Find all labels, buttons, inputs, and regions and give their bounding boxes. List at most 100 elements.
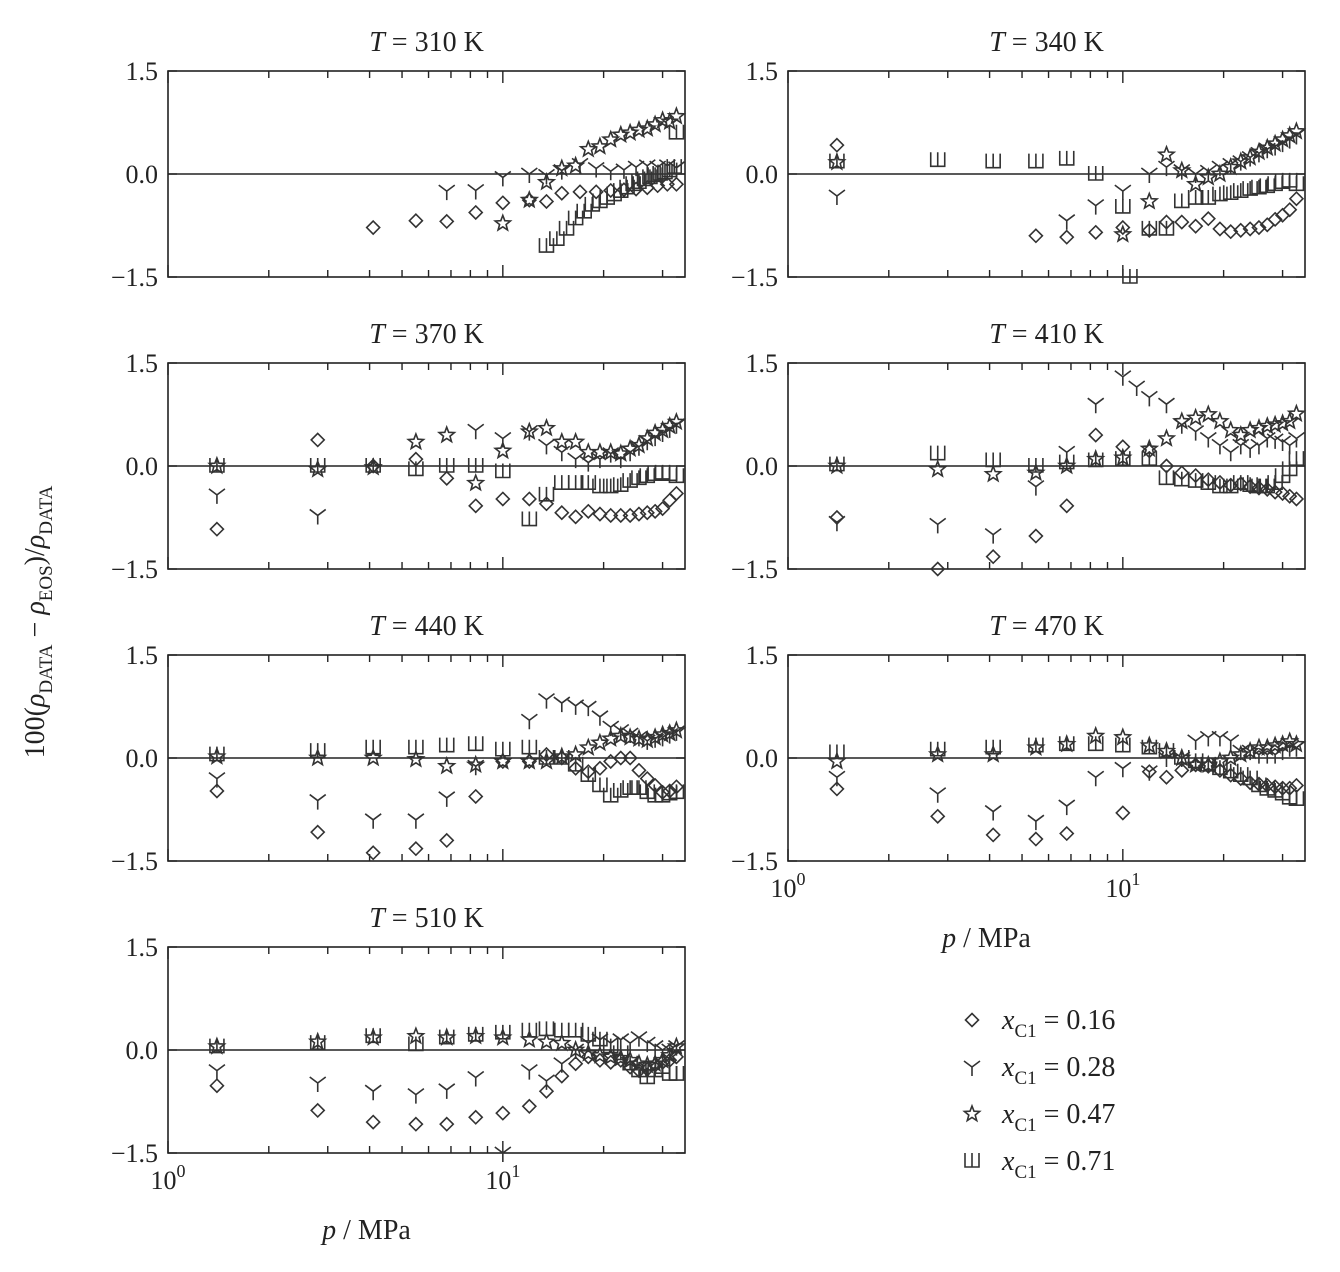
data-point-star xyxy=(552,158,572,177)
data-point-ubox xyxy=(829,456,845,472)
data-point-diamond xyxy=(568,760,584,776)
data-point-star xyxy=(590,732,610,752)
data-point-tri xyxy=(537,438,555,455)
data-point-star xyxy=(1265,133,1285,153)
data-point-star xyxy=(1272,129,1293,148)
data-point-ubox xyxy=(829,153,845,169)
data-point-ubox xyxy=(538,1021,555,1037)
data-point-ubox xyxy=(1212,478,1228,494)
data-point-star xyxy=(659,723,680,742)
data-point-ubox xyxy=(365,458,381,473)
data-point-diamond xyxy=(521,491,537,507)
data-point-diamond xyxy=(1282,202,1298,218)
data-point-ubox xyxy=(829,744,845,760)
data-point-star xyxy=(1056,455,1077,475)
data-point-tri xyxy=(537,692,555,709)
data-point-ubox xyxy=(631,780,647,796)
data-point-tri xyxy=(1114,184,1132,201)
data-point-diamond xyxy=(495,1105,511,1121)
data-point-star xyxy=(1185,174,1206,193)
data-point-diamond xyxy=(468,204,484,221)
data-point-diamond xyxy=(1088,427,1104,443)
legend-item-diamond: xC1 = 0.16 xyxy=(964,1005,1115,1042)
data-point-ubox xyxy=(1187,190,1204,205)
data-point-ubox xyxy=(1251,179,1267,195)
data-point-tri xyxy=(1266,747,1284,764)
data-point-ubox xyxy=(1158,220,1175,236)
data-point-diamond xyxy=(592,760,608,776)
data-point-ubox xyxy=(521,511,538,527)
data-point-ubox xyxy=(668,468,685,484)
data-point-diamond xyxy=(1242,478,1258,495)
data-point-diamond xyxy=(1282,488,1298,504)
data-point-star xyxy=(465,754,486,774)
data-point-star xyxy=(1257,415,1278,435)
data-point-ubox xyxy=(558,220,575,236)
data-point-star xyxy=(652,724,673,743)
data-point-tri xyxy=(1187,425,1205,441)
y-tick-label: −1.5 xyxy=(111,1139,158,1168)
data-point-diamond xyxy=(554,505,570,521)
data-point-ubox xyxy=(553,1022,570,1038)
data-point-ubox xyxy=(631,1062,647,1078)
data-point-ubox xyxy=(619,179,635,195)
data-point-star xyxy=(620,727,640,746)
data-point-tri xyxy=(208,771,226,788)
data-point-ubox xyxy=(1115,451,1131,466)
data-point-tri xyxy=(984,804,1002,821)
data-point-star xyxy=(565,431,586,451)
data-point-tri xyxy=(1222,445,1240,462)
data-point-star xyxy=(610,124,631,144)
data-point-ubox xyxy=(209,458,225,473)
data-point-ubox xyxy=(1222,478,1239,494)
data-point-star xyxy=(1198,404,1219,423)
data-point-diamond xyxy=(603,507,619,524)
data-point-ubox xyxy=(1288,176,1305,192)
data-point-ubox xyxy=(612,1045,629,1061)
data-point-star xyxy=(1113,224,1133,243)
data-point-star xyxy=(363,747,383,767)
series-star xyxy=(827,121,1307,243)
data-point-ubox xyxy=(1259,780,1276,796)
data-point-ubox xyxy=(1028,458,1044,473)
data-point-ubox xyxy=(365,1028,381,1044)
data-point-ubox xyxy=(1232,475,1249,490)
data-point-star xyxy=(652,420,673,439)
data-point-diamond xyxy=(439,1116,455,1132)
data-point-diamond xyxy=(1059,825,1075,842)
data-point-star xyxy=(600,442,621,461)
data-point-ubox xyxy=(1122,269,1138,284)
data-point-tri xyxy=(537,1074,555,1090)
y-tick-label: 1.5 xyxy=(126,933,159,962)
data-point-ubox xyxy=(438,1029,455,1045)
panel-T340: T = 340 K 1.5 0.0 −1.5 xyxy=(731,27,1307,292)
data-point-tri xyxy=(929,787,947,803)
legend-label: xC1 = 0.16 xyxy=(1001,1005,1115,1042)
data-point-diamond xyxy=(1141,222,1157,238)
data-point-diamond xyxy=(1188,218,1204,234)
data-point-star xyxy=(1265,414,1285,434)
data-point-star xyxy=(1220,420,1241,439)
data-point-diamond xyxy=(622,507,638,524)
series-ubox xyxy=(829,445,1305,494)
y-tick-label: −1.5 xyxy=(731,263,778,292)
data-point-tri xyxy=(1199,164,1217,181)
data-point-ubox xyxy=(639,468,656,484)
data-point-tri xyxy=(1027,479,1045,496)
y-axis-label: 100(ρDATA − ρEOS)/ρDATA xyxy=(20,485,57,758)
data-point-ubox xyxy=(1200,190,1217,205)
data-point-ubox xyxy=(622,473,638,488)
data-point-ubox xyxy=(467,1026,484,1042)
data-point-tri xyxy=(1087,770,1105,787)
data-point-star xyxy=(578,737,599,757)
data-point-ubox xyxy=(495,463,511,479)
data-point-diamond xyxy=(647,503,663,519)
data-point-star xyxy=(1156,144,1177,163)
data-point-diamond xyxy=(1115,219,1131,236)
data-point-tri xyxy=(1266,433,1284,449)
data-point-diamond xyxy=(1200,211,1216,227)
panel-T410: T = 410 K 1.5 0.0 −1.5 xyxy=(731,319,1307,584)
data-point-star xyxy=(1279,411,1300,430)
data-point-ubox xyxy=(209,1038,225,1054)
data-point-star xyxy=(666,1036,687,1055)
